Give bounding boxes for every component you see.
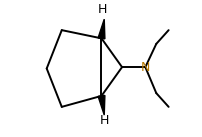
- Text: N: N: [140, 61, 149, 74]
- Text: H: H: [99, 114, 108, 127]
- Polygon shape: [98, 19, 104, 39]
- Polygon shape: [98, 95, 104, 115]
- Text: H: H: [98, 3, 107, 16]
